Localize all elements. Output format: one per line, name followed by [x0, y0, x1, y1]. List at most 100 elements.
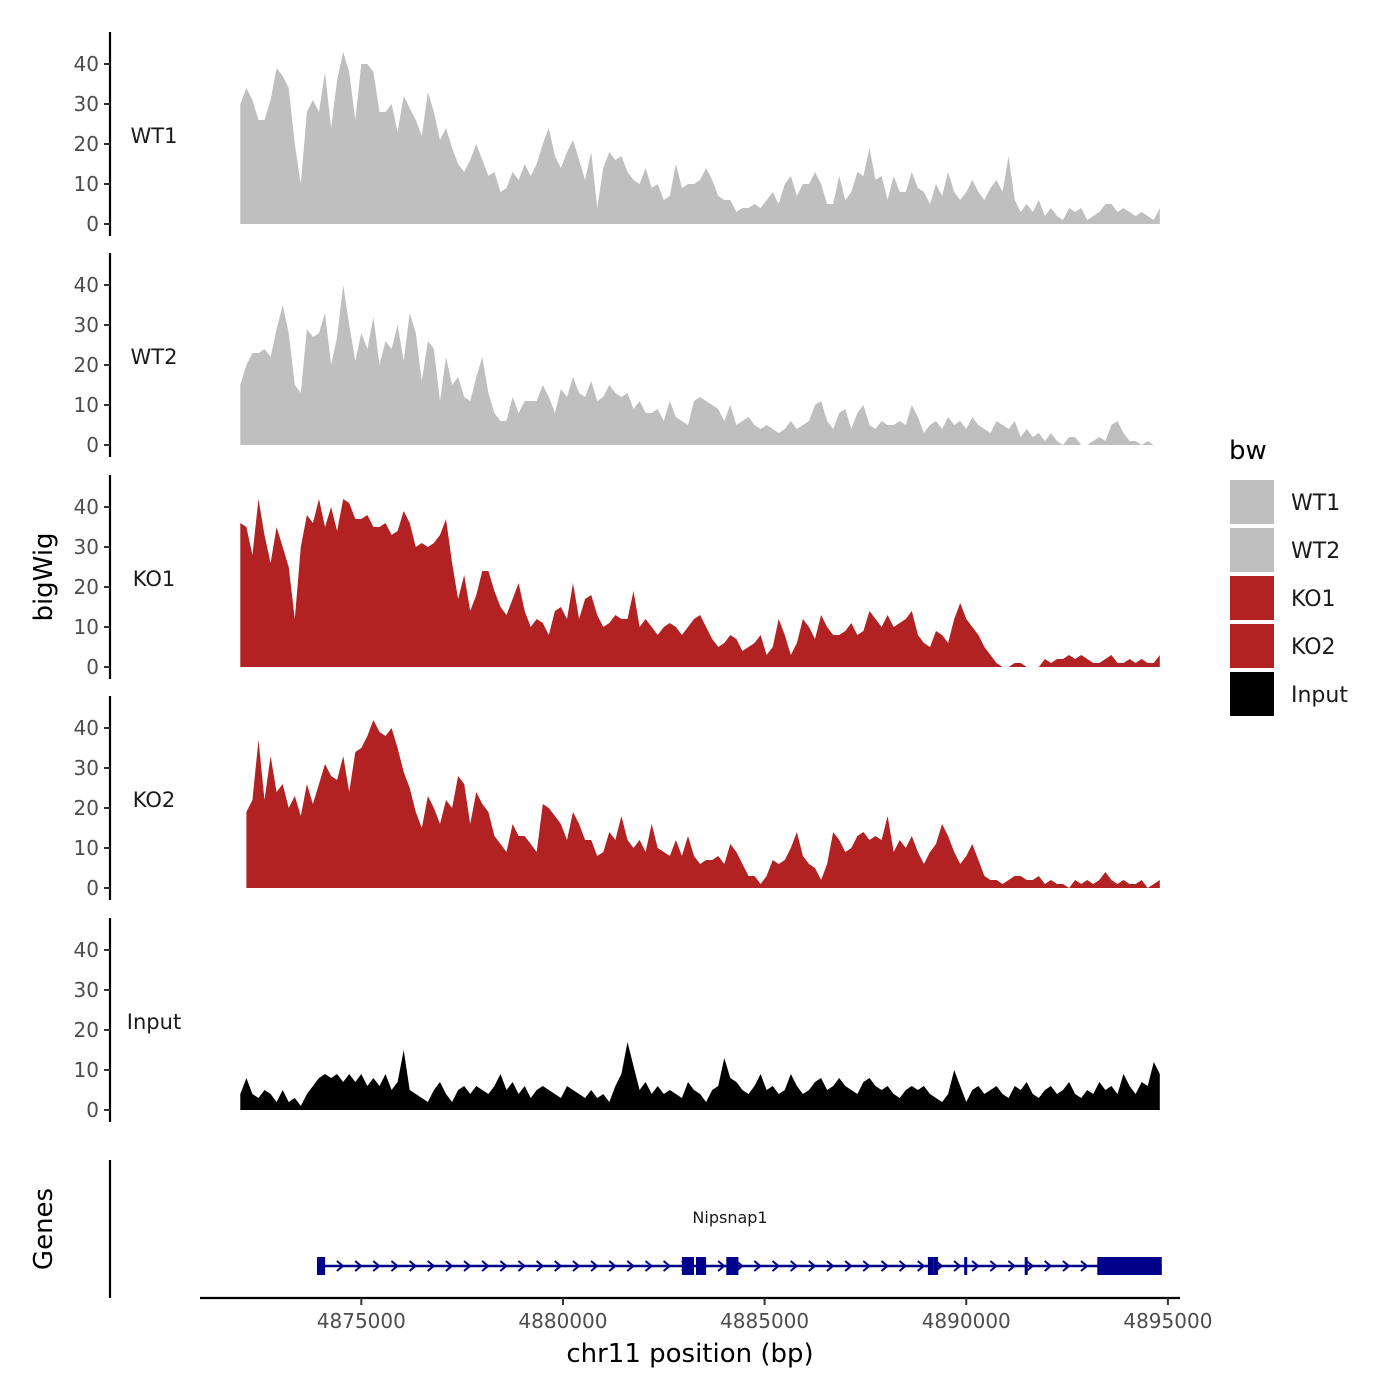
y-tick-label-ko2-0: 0: [86, 876, 99, 900]
x-tick-label-4895000: 4895000: [1123, 1309, 1212, 1333]
strand-arrow-icon: [880, 1260, 889, 1272]
y-tick-label-wt1-30: 30: [74, 92, 99, 116]
y-tick-label-ko2-20: 20: [74, 796, 99, 820]
strand-arrow-icon: [1007, 1260, 1016, 1272]
strand-arrow-icon: [445, 1260, 454, 1272]
exon-5: [927, 1257, 934, 1275]
legend-label-ko2: KO2: [1291, 635, 1336, 660]
y-tick-label-input-20: 20: [74, 1018, 99, 1042]
legend-label-input: Input: [1291, 683, 1348, 708]
strand-arrow-icon: [989, 1260, 998, 1272]
legend-label-wt2: WT2: [1291, 539, 1340, 564]
y-tick-label-wt1-40: 40: [74, 52, 99, 76]
strand-arrow-icon: [1080, 1260, 1089, 1272]
legend-swatch-ko2: [1230, 624, 1274, 668]
track-label-ko2: KO2: [133, 788, 176, 812]
legend: bw WT1 WT2 KO1 KO2 Input: [1229, 436, 1348, 716]
legend-title: bw: [1229, 436, 1267, 466]
y-tick-label-wt2-0: 0: [86, 433, 99, 457]
strand-arrow-icon: [717, 1260, 726, 1272]
coverage-area-wt1: [240, 52, 1160, 224]
strand-arrow-icon: [1062, 1260, 1071, 1272]
strand-arrow-icon: [789, 1260, 799, 1272]
strand-arrow-icon: [844, 1260, 853, 1272]
track-label-ko1: KO1: [133, 567, 176, 591]
exon-1: [317, 1257, 326, 1275]
strand-arrow-icon: [427, 1260, 436, 1272]
exon-4: [726, 1257, 739, 1275]
strand-arrow-icon: [535, 1260, 545, 1272]
x-axis: 4875000 4880000 4885000 4890000 4895000: [200, 1296, 1212, 1333]
strand-arrow-icon: [408, 1260, 418, 1272]
y-tick-label-wt2-30: 30: [74, 313, 99, 337]
track-label-wt1: WT1: [131, 124, 178, 148]
track-ko2: 0 10 20 30 40 KO2: [74, 696, 1160, 900]
exon-8: [1024, 1257, 1028, 1275]
exon-6: [934, 1257, 938, 1275]
y-tick-label-wt2-10: 10: [74, 393, 99, 417]
strand-arrow-icon: [953, 1260, 962, 1272]
legend-label-ko1: KO1: [1291, 587, 1336, 612]
strand-arrow-icon: [481, 1260, 490, 1272]
y-tick-label-ko1-20: 20: [74, 575, 99, 599]
strand-arrow-icon: [626, 1260, 635, 1272]
strand-arrow-icon: [808, 1260, 817, 1272]
y-tick-label-wt1-0: 0: [86, 212, 99, 236]
strand-arrow-icon: [862, 1260, 871, 1272]
y-tick-label-ko1-10: 10: [74, 615, 99, 639]
x-axis-title: chr11 position (bp): [566, 1339, 813, 1369]
exon-7: [964, 1257, 968, 1275]
track-label-input: Input: [127, 1010, 181, 1034]
x-tick-label-4890000: 4890000: [922, 1309, 1011, 1333]
strand-arrow-icon: [662, 1260, 672, 1272]
y-tick-label-input-40: 40: [74, 938, 99, 962]
coverage-area-ko1: [240, 499, 1160, 667]
y-tick-label-wt1-10: 10: [74, 172, 99, 196]
y-tick-label-ko1-0: 0: [86, 655, 99, 679]
coverage-area-input: [240, 1042, 1160, 1110]
strand-arrow-icon: [499, 1260, 508, 1272]
legend-swatch-input: [1230, 672, 1274, 716]
x-tick-label-4880000: 4880000: [518, 1309, 607, 1333]
y-tick-label-input-0: 0: [86, 1098, 99, 1122]
strand-arrow-icon: [753, 1260, 762, 1272]
exon-9: [1097, 1257, 1162, 1275]
strand-arrow-icon: [644, 1260, 654, 1272]
strand-arrow-icon: [354, 1260, 363, 1272]
legend-swatch-wt1: [1230, 480, 1274, 524]
strand-arrow-icon: [336, 1260, 345, 1272]
strand-arrow-icon: [590, 1260, 599, 1272]
strand-arrow-icon: [917, 1260, 926, 1272]
strand-arrow-icon: [572, 1260, 581, 1272]
exon-3: [696, 1257, 707, 1275]
gene-panel: [108, 1160, 1162, 1298]
track-wt1: 0 10 20 30 40 WT1: [74, 32, 1160, 236]
y-tick-label-wt1-20: 20: [74, 132, 99, 156]
y-axis-title: bigWig: [29, 532, 59, 621]
y-tick-label-input-30: 30: [74, 978, 99, 1002]
gene-label: Nipsnap1: [692, 1208, 767, 1227]
strand-arrow-icon: [372, 1260, 381, 1272]
track-label-wt2: WT2: [131, 345, 178, 369]
y-tick-label-ko2-10: 10: [74, 836, 99, 860]
legend-swatch-wt2: [1230, 528, 1274, 572]
coverage-area-wt2: [240, 285, 1154, 445]
track-ko1: 0 10 20 30 40 KO1: [74, 475, 1160, 679]
strand-arrow-icon: [898, 1260, 908, 1272]
y-tick-label-input-10: 10: [74, 1058, 99, 1082]
y-tick-label-wt2-20: 20: [74, 353, 99, 377]
strand-arrow-icon: [1025, 1260, 1035, 1272]
coverage-area-ko2: [246, 720, 1160, 888]
x-tick-label-4885000: 4885000: [720, 1309, 809, 1333]
y-tick-label-wt2-40: 40: [74, 273, 99, 297]
legend-label-wt1: WT1: [1291, 491, 1340, 516]
genes-axis-title: Genes: [29, 1188, 59, 1270]
strand-arrow-icon: [971, 1260, 980, 1272]
y-tick-label-ko1-40: 40: [74, 495, 99, 519]
exon-2: [681, 1257, 694, 1275]
strand-arrow-icon: [554, 1260, 563, 1272]
track-input: 0 10 20 30 40 Input: [74, 918, 1160, 1122]
track-panels: 0 10 20 30 40 WT1 0 10 20 30 40 WT2 0 10 20 30 40 KO1 0 10 2…: [74, 32, 1160, 1122]
track-wt2: 0 10 20 30 40 WT2: [74, 253, 1154, 457]
